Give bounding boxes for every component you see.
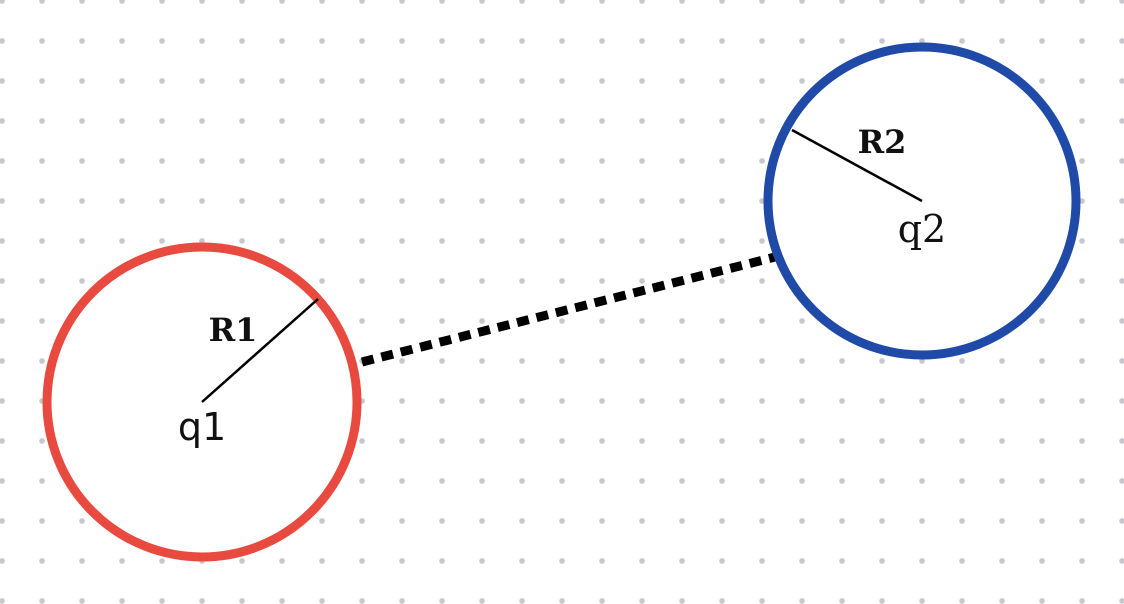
charge-label-q1: q1 — [178, 405, 226, 449]
radius-label-r2: R2 — [858, 123, 907, 161]
sphere-q2: R2 q2 — [763, 42, 1081, 360]
radius-line-r1 — [201, 298, 319, 403]
charge-label-q2: q2 — [898, 207, 947, 251]
sphere-q1: R1 q1 — [42, 242, 362, 562]
dotted-connector-line — [360, 251, 781, 367]
radius-line-r2 — [791, 128, 923, 203]
radius-label-r1: R1 — [209, 311, 258, 349]
